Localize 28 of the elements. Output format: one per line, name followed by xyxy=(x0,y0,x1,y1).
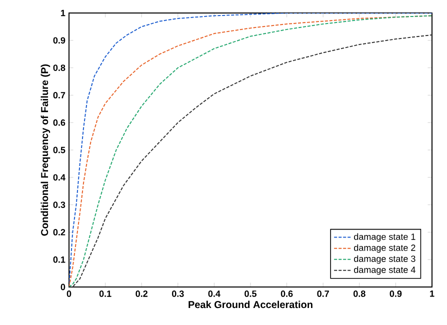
legend-label: damage state 3 xyxy=(354,255,416,264)
x-tick-label: 0.5 xyxy=(244,290,257,297)
x-tick-label: 0.7 xyxy=(317,290,329,297)
legend-label: damage state 4 xyxy=(354,266,416,275)
y-axis-title: Conditional Frequency of Failure (P) xyxy=(40,64,50,236)
y-tick-label: 0.3 xyxy=(53,202,66,208)
x-tick-label: 0.8 xyxy=(354,290,366,297)
x-axis-title: Peak Ground Acceleration xyxy=(188,300,312,308)
x-tick-label: 1 xyxy=(430,290,434,297)
x-tick-label: 0.3 xyxy=(172,290,184,297)
x-tick-label: 0.2 xyxy=(136,290,148,297)
y-tick-label: 0.6 xyxy=(53,119,66,126)
y-tick-label: 0 xyxy=(60,284,66,290)
y-tick-label: 0.1 xyxy=(53,256,66,263)
x-tick-label: 0.9 xyxy=(390,290,402,297)
x-tick-label: 0 xyxy=(66,290,72,297)
y-tick-label: 0.9 xyxy=(53,37,66,44)
x-tick-label: 0.1 xyxy=(99,290,112,297)
x-tick-label: 0.6 xyxy=(280,290,293,297)
x-tick-label: 0.4 xyxy=(208,290,220,297)
y-tick-label: 0.8 xyxy=(53,64,66,71)
y-tick-label: 0.7 xyxy=(53,92,66,98)
legend-label: damage state 1 xyxy=(354,233,416,242)
y-tick-label: 0.5 xyxy=(53,146,66,154)
y-tick-label: 1 xyxy=(61,10,66,16)
legend-label: damage state 2 xyxy=(354,244,416,253)
y-tick-label: 0.2 xyxy=(53,229,66,236)
y-tick-label: 0.4 xyxy=(53,174,66,181)
